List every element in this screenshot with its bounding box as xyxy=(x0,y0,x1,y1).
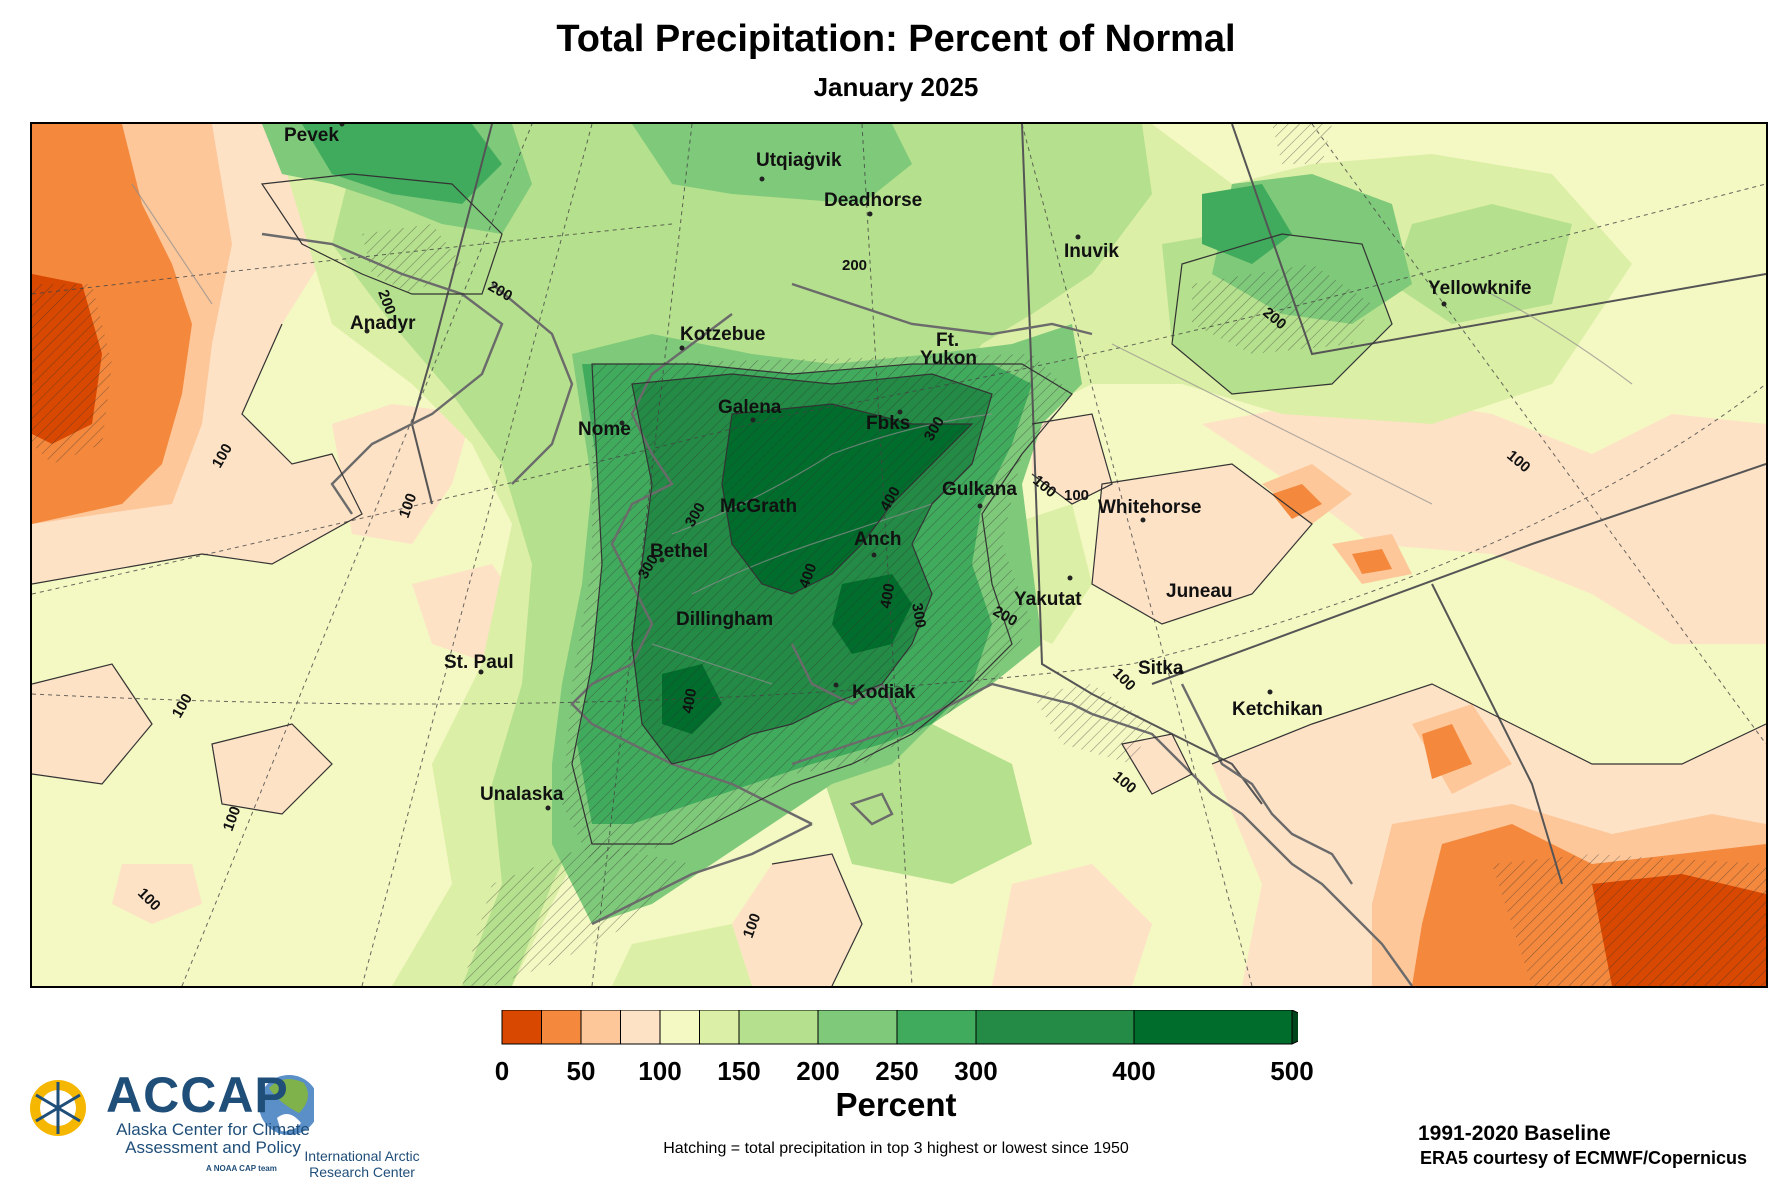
city-label-kodiak: Kodiak xyxy=(852,682,916,703)
colorbar-bin xyxy=(699,1009,740,1045)
city-label-dillingham: Dillingham xyxy=(676,609,773,630)
city-label-group: Pevek Utqiaġvik Deadhorse Inuvik Yellowk… xyxy=(284,125,1531,805)
colorbar-tick: 100 xyxy=(638,1056,682,1086)
contour-label: 200 xyxy=(842,257,867,274)
colorbar-bin xyxy=(620,1009,661,1045)
city-label-deadhorse: Deadhorse xyxy=(824,190,922,211)
contour-label: 400 xyxy=(679,687,700,715)
precipitation-map: 200 200 200 200 100 100 100 100 100 100 … xyxy=(30,122,1768,988)
colorbar-tick: 150 xyxy=(717,1056,761,1086)
city-label-inuvik: Inuvik xyxy=(1064,241,1119,262)
colorbar-tick: 250 xyxy=(875,1056,919,1086)
city-label-whitehorse: Whitehorse xyxy=(1098,497,1201,518)
baseline-note: 1991-2020 Baseline xyxy=(1418,1122,1611,1145)
hatching-note: Hatching = total precipitation in top 3 … xyxy=(663,1140,1129,1157)
city-label-mcgrath: McGrath xyxy=(720,496,797,517)
colorbar-bin xyxy=(738,1009,819,1045)
city-label-ft-yukon: Ft. xyxy=(936,330,959,351)
iarc-name: International Arctic Research Center xyxy=(304,1148,420,1180)
city-label-ketchikan: Ketchikan xyxy=(1232,699,1323,720)
city-label-utqiagvik: Utqiaġvik xyxy=(756,150,842,171)
noaa-tag: A NOAA CAP team xyxy=(206,1164,277,1173)
colorbar-tick: 400 xyxy=(1112,1056,1156,1086)
map-subtitle: January 2025 xyxy=(813,72,979,102)
city-label-kotzebue: Kotzebue xyxy=(680,324,766,345)
globe-icon xyxy=(259,1075,319,1135)
colorbar-tick: 500 xyxy=(1270,1056,1314,1086)
contour-label: 400 xyxy=(877,582,898,610)
city-markers xyxy=(339,124,1447,811)
city-label-unalaska: Unalaska xyxy=(480,784,564,805)
colorbar-bin xyxy=(896,1009,977,1045)
colorbar-tick: 50 xyxy=(566,1056,596,1086)
colorbar-extend-arrow xyxy=(1291,1009,1330,1045)
colorbar xyxy=(498,1009,1330,1050)
colorbar-label: Percent xyxy=(835,1086,957,1123)
colorbar-tick: 200 xyxy=(796,1056,840,1086)
colorbar-tick: 0 xyxy=(494,1056,510,1086)
colorbar-bin xyxy=(501,1009,542,1045)
city-label-sitka: Sitka xyxy=(1138,658,1184,679)
rivers xyxy=(131,183,1633,685)
city-label-gulkana: Gulkana xyxy=(942,479,1017,500)
city-label-yakutat: Yakutat xyxy=(1014,589,1082,610)
graticule xyxy=(32,124,1766,986)
accap-name: ACCAP xyxy=(106,1067,289,1123)
city-label-bethel: Bethel xyxy=(650,541,708,562)
city-label-anchorage: Anch xyxy=(854,529,902,550)
colorbar-bin xyxy=(580,1009,621,1045)
sun-snowflake-icon xyxy=(30,1080,86,1136)
accap-logo xyxy=(14,1068,319,1180)
city-label-yellowknife: Yellowknife xyxy=(1428,278,1531,299)
map-title: Total Precipitation: Percent of Normal xyxy=(556,18,1236,60)
city-label-nome: Nome xyxy=(578,419,631,440)
contour-label: 100 xyxy=(1064,487,1089,504)
colorbar-bin xyxy=(659,1009,700,1045)
colorbar-bin xyxy=(541,1009,582,1045)
city-label-pevek: Pevek xyxy=(284,125,339,146)
city-label-galena: Galena xyxy=(718,397,782,418)
accap-full-name: Alaska Center for Climate Assessment and… xyxy=(116,1120,310,1157)
city-label-ft-yukon-2: Yukon xyxy=(920,348,977,369)
colorbar-bin xyxy=(817,1009,898,1045)
contour-lines xyxy=(32,173,1766,986)
colorbar-bin xyxy=(975,1009,1135,1045)
city-label-juneau: Juneau xyxy=(1166,581,1233,602)
city-label-fairbanks: Fbks xyxy=(866,413,910,434)
political-borders xyxy=(410,124,1766,885)
city-label-st-paul: St. Paul xyxy=(444,652,514,673)
contour-label: 300 xyxy=(908,602,929,630)
data-credit: ERA5 courtesy of ECMWF/Copernicus xyxy=(1420,1148,1748,1168)
colorbar-tick: 300 xyxy=(954,1056,998,1086)
colorbar-bin xyxy=(1133,1009,1293,1045)
city-label-anadyr: Anadyr xyxy=(350,313,416,334)
